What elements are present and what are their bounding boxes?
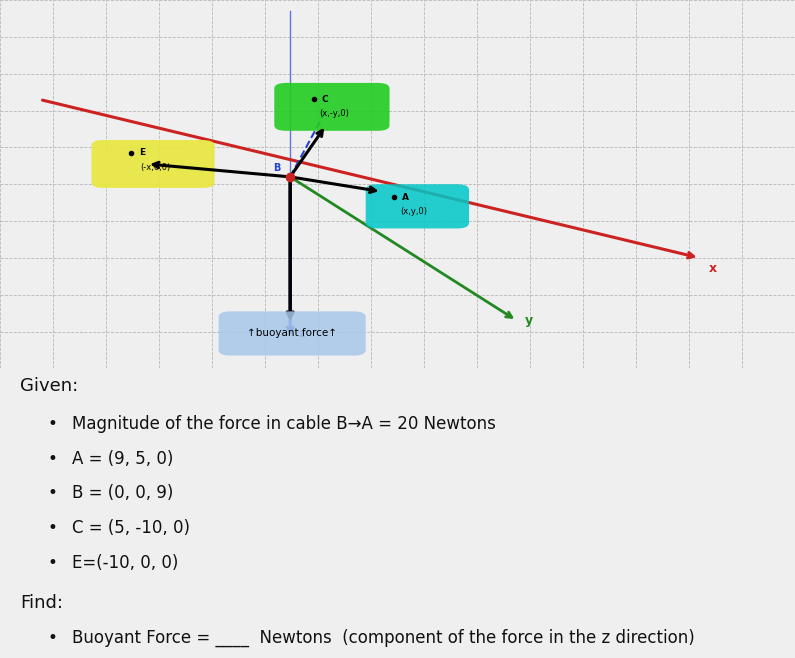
Text: C: C — [322, 95, 328, 104]
Text: x: x — [709, 262, 717, 274]
Text: B = (0, 0, 9): B = (0, 0, 9) — [72, 484, 173, 502]
Text: A: A — [401, 193, 409, 201]
Text: Magnitude of the force in cable B→A = 20 Newtons: Magnitude of the force in cable B→A = 20… — [72, 415, 495, 433]
Text: ↑buoyant force↑: ↑buoyant force↑ — [246, 328, 337, 338]
Text: •: • — [48, 415, 57, 433]
FancyBboxPatch shape — [91, 140, 215, 188]
Text: B: B — [273, 163, 280, 173]
Text: •: • — [48, 554, 57, 572]
Text: Find:: Find: — [20, 594, 63, 613]
FancyBboxPatch shape — [274, 83, 390, 131]
Text: z: z — [298, 329, 304, 339]
Text: (x,-y,0): (x,-y,0) — [319, 109, 349, 118]
Text: •: • — [48, 629, 57, 647]
Text: •: • — [48, 449, 57, 468]
FancyBboxPatch shape — [219, 311, 366, 355]
Text: •: • — [48, 519, 57, 537]
Text: Given:: Given: — [20, 377, 78, 395]
Text: E=(-10, 0, 0): E=(-10, 0, 0) — [72, 554, 178, 572]
FancyBboxPatch shape — [366, 184, 469, 228]
Text: Buoyant Force = ____  Newtons  (component of the force in the z direction): Buoyant Force = ____ Newtons (component … — [72, 629, 694, 647]
Text: y: y — [525, 315, 533, 327]
Text: A = (9, 5, 0): A = (9, 5, 0) — [72, 449, 173, 468]
Text: (-x,0,0): (-x,0,0) — [140, 163, 170, 172]
Text: •: • — [48, 484, 57, 502]
Text: C = (5, -10, 0): C = (5, -10, 0) — [72, 519, 189, 537]
Text: (x,y,0): (x,y,0) — [400, 207, 427, 216]
Text: E: E — [139, 149, 145, 157]
